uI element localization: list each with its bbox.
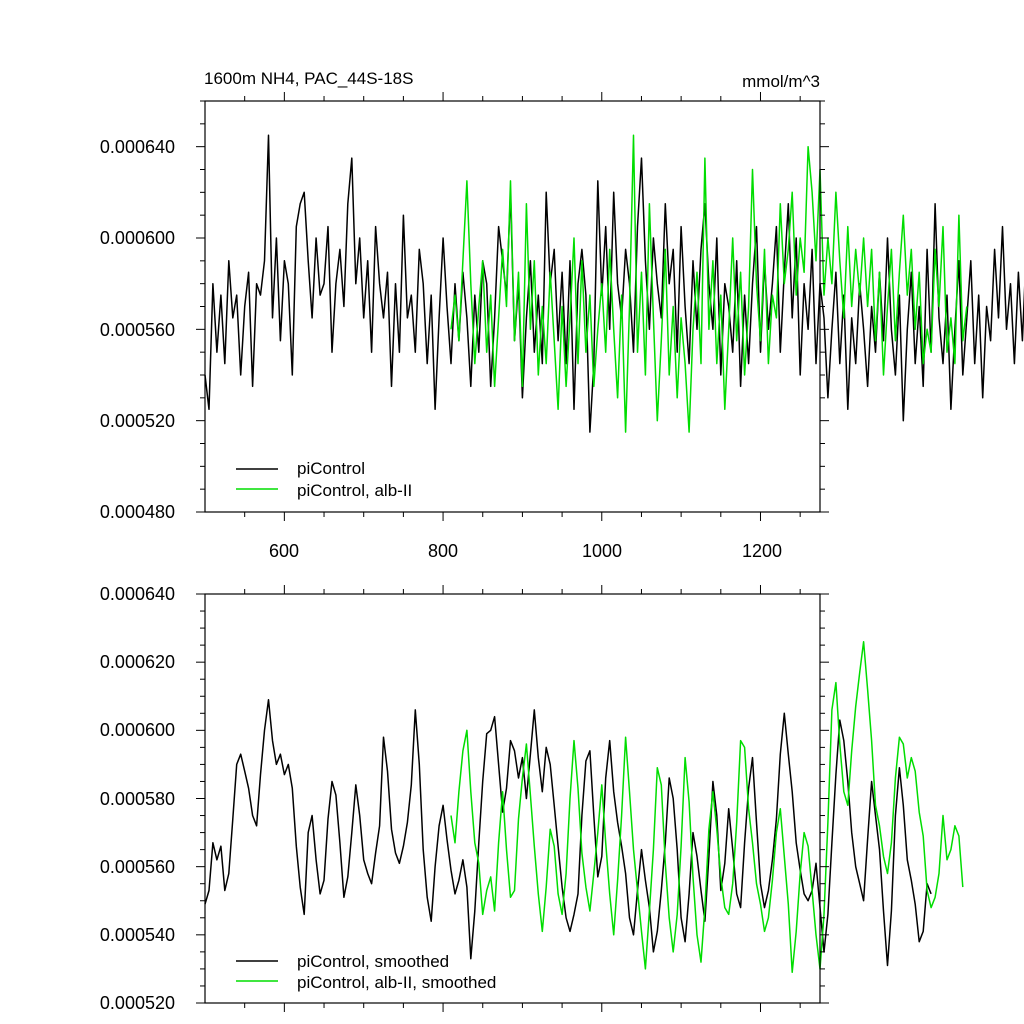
bottom-series-line-alb-ii	[450, 640, 964, 974]
bottom-series-line-picontrol	[204, 698, 932, 967]
top-xtick-label: 600	[269, 541, 299, 561]
top-ticks-group	[196, 92, 829, 521]
bottom-legend-label-smoothed: piControl, smoothed	[297, 952, 449, 971]
top-chart-units: mmol/m^3	[742, 72, 820, 91]
bottom-ytick-label: 0.000560	[100, 857, 175, 877]
bottom-ytick-label: 0.000600	[100, 720, 175, 740]
top-chart-title: 1600m NH4, PAC_44S-18S	[204, 69, 413, 88]
top-series-line-picontrol	[204, 134, 1024, 433]
top-legend: piControl piControl, alb-II	[236, 459, 412, 500]
bottom-legend: piControl, smoothed piControl, alb-II, s…	[236, 952, 496, 992]
top-panel: 1600m NH4, PAC_44S-18S mmol/m^3 0.000480…	[100, 69, 1024, 561]
bottom-ticks-group	[196, 585, 829, 1012]
bottom-ytick-label: 0.000580	[100, 789, 175, 809]
top-legend-label-alb: piControl, alb-II	[297, 481, 412, 500]
top-xtick-label: 1000	[582, 541, 622, 561]
top-xtick-label: 1200	[742, 541, 782, 561]
bottom-panel: 0.000520 0.000540 0.000560 0.000580 0.00…	[100, 584, 964, 1013]
top-series-group	[204, 134, 1024, 433]
top-ytick-label: 0.000560	[100, 320, 175, 340]
top-legend-label-picontrol: piControl	[297, 459, 365, 478]
bottom-ytick-label: 0.000520	[100, 993, 175, 1013]
top-xtick-labels: 600 800 1000 1200	[269, 541, 782, 561]
bottom-ytick-label: 0.000620	[100, 652, 175, 672]
bottom-series-group	[204, 640, 964, 974]
top-ytick-label: 0.000640	[100, 137, 175, 157]
bottom-legend-label-alb-smoothed: piControl, alb-II, smoothed	[297, 973, 496, 992]
top-plot-frame	[204, 100, 821, 513]
top-ytick-labels: 0.000480 0.000520 0.000560 0.000600 0.00…	[100, 137, 175, 522]
top-xtick-label: 800	[428, 541, 458, 561]
bottom-ytick-labels: 0.000520 0.000540 0.000560 0.000580 0.00…	[100, 584, 175, 1013]
top-ytick-label: 0.000520	[100, 411, 175, 431]
top-ytick-label: 0.000480	[100, 502, 175, 522]
bottom-ytick-label: 0.000640	[100, 584, 175, 604]
bottom-plot-frame	[204, 593, 821, 1004]
top-series-line-alb-ii	[450, 134, 968, 433]
bottom-ytick-label: 0.000540	[100, 925, 175, 945]
top-ytick-label: 0.000600	[100, 228, 175, 248]
